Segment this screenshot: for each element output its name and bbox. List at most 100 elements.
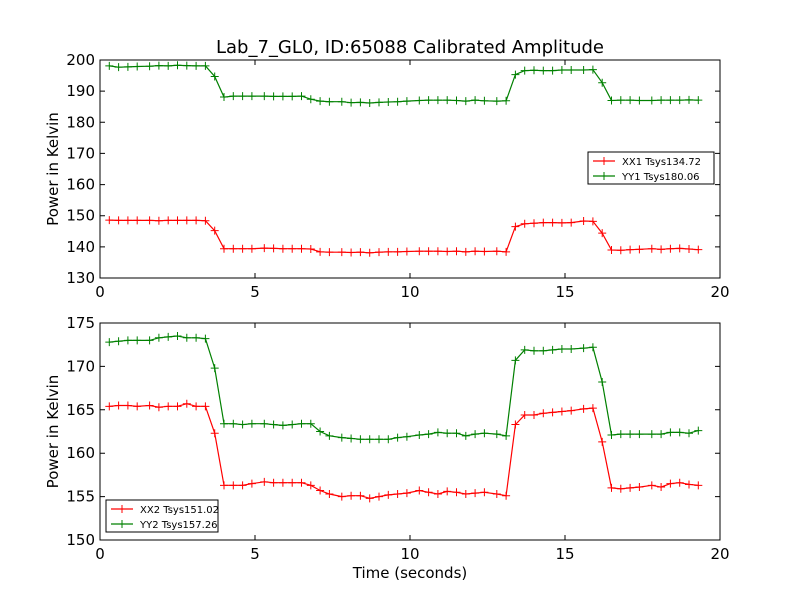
legend: XX1 Tsys134.72 YY1 Tsys180.06 [587,151,715,185]
data-point [288,244,297,253]
data-point [424,96,433,105]
data-point [384,435,393,444]
data-point [365,98,374,107]
data-point [210,226,219,235]
data-point [260,419,269,428]
data-point [114,337,123,346]
data-point [356,248,365,257]
data-point [356,491,365,500]
data-point [461,247,470,256]
data-point [666,479,675,488]
data-point [325,248,334,257]
bottom-subplot: 0 5 10 15 20 150 155 160 165 170 175 Power in Kelvi… [44,314,730,563]
data-point [210,429,219,438]
y-tick-label: 170 [66,144,95,162]
data-point [539,66,548,75]
data-point [685,480,693,489]
data-point [548,218,557,227]
data-point [657,430,666,439]
data-point [635,96,644,105]
data-point [539,218,548,227]
y-axis-label: Power in Kelvin [44,375,62,489]
data-point [520,345,529,354]
data-point [588,404,597,413]
data-point [192,61,201,70]
data-point [657,245,666,254]
data-point [424,430,433,439]
data-point [337,433,346,442]
y-axis-label: Power in Kelvin [44,112,62,226]
data-point [511,420,520,429]
legend-box [587,151,715,185]
data-point [635,483,644,492]
data-point [297,244,306,253]
data-point [356,98,365,107]
data-point [269,478,278,487]
y-tick-label: 180 [66,113,95,131]
data-point [306,481,315,490]
data-point [635,430,644,439]
data-point [316,247,325,256]
legend-marker [118,505,126,513]
data-point [666,244,675,253]
data-point [415,96,424,105]
data-point [375,435,383,444]
data-point [675,478,684,487]
data-point [588,217,597,226]
x-tick-label: 15 [555,283,574,301]
data-point [325,489,334,498]
data-point [520,219,529,228]
data-point [402,247,411,256]
data-point [657,483,666,492]
data-point [567,218,576,227]
data-point [557,65,566,74]
data-point [694,426,703,435]
data-point [607,245,616,254]
data-point [530,66,538,75]
data-point [201,61,210,70]
data-point [480,429,489,438]
data-point [220,244,228,253]
data-point [502,431,511,440]
x-tick-label: 20 [710,545,729,563]
data-point [567,65,576,74]
data-point [220,93,228,102]
data-point [210,364,219,373]
data-point [229,92,238,101]
data-point [288,420,297,429]
data-point [105,338,114,347]
data-point [424,488,433,497]
y-tick-label: 200 [66,51,95,69]
data-point [278,92,287,101]
data-point [210,72,219,81]
data-point [548,66,557,75]
data-point [238,92,247,101]
data-point [567,406,576,415]
x-axis-label: Time (seconds) [352,564,468,582]
data-point [685,429,693,438]
data-point [316,97,325,106]
data-point [123,401,132,410]
data-point [220,481,228,490]
data-point [511,70,520,79]
data-point [182,61,191,70]
data-point [480,247,489,256]
data-point [626,245,635,254]
data-point [182,333,191,342]
data-point [557,407,566,416]
data-point [502,247,511,256]
data-point [288,92,297,101]
data-point [375,98,383,107]
data-point [260,244,269,253]
data-point [502,491,511,500]
data-point [616,484,625,493]
data-point [598,229,607,238]
data-point [635,245,644,254]
data-point [626,483,635,492]
data-point [675,96,684,105]
data-point [675,244,684,253]
data-point [480,96,489,105]
series-line-yy2 [109,335,699,440]
data-point [229,419,238,428]
